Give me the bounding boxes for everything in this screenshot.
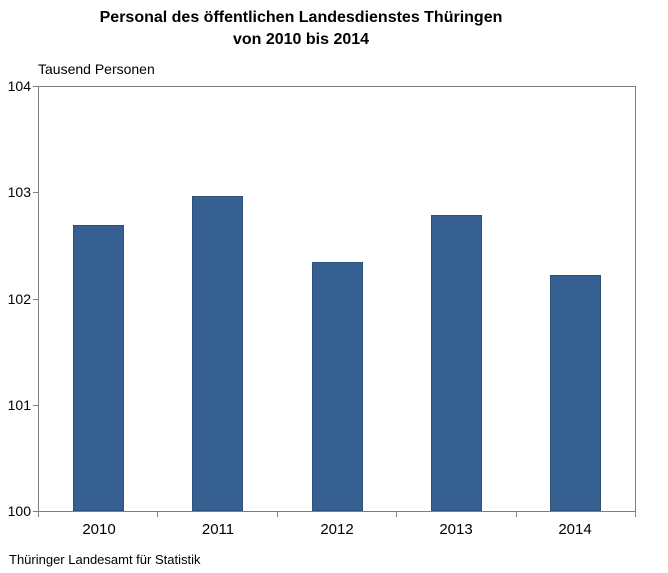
- y-tick-mark: [33, 86, 38, 87]
- bar-2012: [312, 262, 363, 511]
- y-axis-unit-label: Tausend Personen: [38, 61, 155, 77]
- y-tick-mark: [33, 192, 38, 193]
- y-tick-label-101: 101: [7, 397, 31, 413]
- bar-2014: [550, 275, 601, 511]
- y-tick-label-100: 100: [7, 503, 31, 519]
- x-tick-mark: [516, 512, 517, 517]
- x-tick-label-2011: 2011: [201, 521, 235, 538]
- source-note: Thüringer Landesamt für Statistik: [9, 552, 201, 567]
- x-tick-mark: [635, 512, 636, 517]
- plot-area: [38, 86, 636, 512]
- x-tick-label-2013: 2013: [439, 521, 473, 538]
- x-tick-mark: [396, 512, 397, 517]
- y-tick-mark: [33, 405, 38, 406]
- y-tick-mark: [33, 299, 38, 300]
- x-tick-mark: [157, 512, 158, 517]
- y-tick-label-104: 104: [7, 78, 31, 94]
- bar-2013: [431, 215, 482, 511]
- chart-title-line1: Personal des öffentlichen Landesdienstes…: [99, 9, 503, 26]
- bar-2010: [73, 225, 124, 511]
- x-tick-mark: [277, 512, 278, 517]
- y-tick-label-102: 102: [7, 291, 31, 307]
- x-tick-label-2014: 2014: [558, 521, 592, 538]
- chart-title-line2: von 2010 bis 2014: [232, 31, 370, 48]
- y-tick-mark: [33, 511, 38, 512]
- y-tick-label-103: 103: [7, 184, 31, 200]
- bar-2011: [192, 196, 243, 511]
- chart-title: Personal des öffentlichen Landesdienstes…: [0, 7, 602, 51]
- x-tick-mark: [38, 512, 39, 517]
- x-tick-label-2010: 2010: [82, 521, 116, 538]
- x-tick-label-2012: 2012: [320, 521, 354, 538]
